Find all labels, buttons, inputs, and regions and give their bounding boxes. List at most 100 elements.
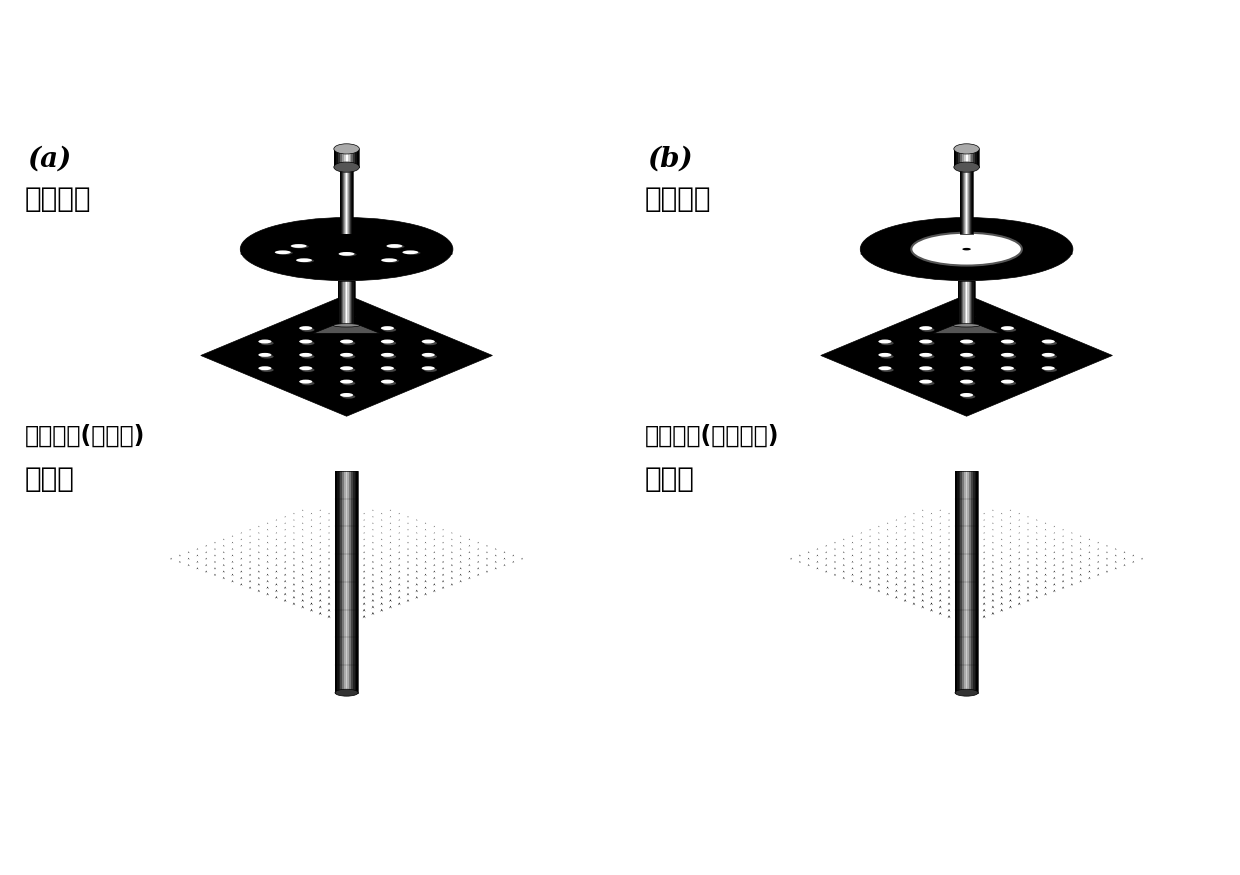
Polygon shape <box>913 551 915 553</box>
Polygon shape <box>443 529 444 530</box>
Polygon shape <box>441 574 444 576</box>
Polygon shape <box>825 570 827 573</box>
Polygon shape <box>310 603 312 606</box>
Polygon shape <box>267 555 269 556</box>
Ellipse shape <box>962 341 976 345</box>
Polygon shape <box>329 526 330 528</box>
Polygon shape <box>314 326 379 333</box>
Ellipse shape <box>1042 353 1055 357</box>
Bar <box>954 149 956 167</box>
Polygon shape <box>258 590 260 592</box>
Polygon shape <box>329 519 330 521</box>
Bar <box>963 281 965 326</box>
Polygon shape <box>215 561 216 563</box>
Polygon shape <box>337 542 339 543</box>
Bar <box>339 281 340 326</box>
Ellipse shape <box>1042 367 1055 370</box>
Polygon shape <box>372 606 374 609</box>
Polygon shape <box>187 564 190 566</box>
Polygon shape <box>417 526 418 528</box>
Polygon shape <box>816 567 818 570</box>
Polygon shape <box>913 557 915 560</box>
Polygon shape <box>337 567 339 570</box>
Bar <box>345 281 346 326</box>
Polygon shape <box>1080 580 1081 583</box>
Ellipse shape <box>342 328 356 332</box>
Polygon shape <box>469 539 470 540</box>
Polygon shape <box>1097 555 1099 556</box>
Polygon shape <box>921 542 924 543</box>
Polygon shape <box>1054 545 1055 547</box>
Polygon shape <box>381 603 383 606</box>
Polygon shape <box>232 555 233 556</box>
Polygon shape <box>187 551 190 553</box>
Polygon shape <box>992 548 993 550</box>
Ellipse shape <box>383 368 396 372</box>
Bar <box>350 281 351 326</box>
Polygon shape <box>939 561 941 563</box>
Polygon shape <box>346 519 347 521</box>
Polygon shape <box>965 596 968 598</box>
Polygon shape <box>878 526 879 528</box>
Polygon shape <box>346 532 347 534</box>
Polygon shape <box>372 561 374 563</box>
Bar <box>959 471 960 693</box>
Ellipse shape <box>919 326 932 330</box>
Polygon shape <box>355 509 356 511</box>
Bar <box>955 471 957 693</box>
Bar <box>967 281 968 326</box>
Bar <box>960 281 961 326</box>
Polygon shape <box>1009 555 1012 556</box>
Polygon shape <box>303 516 304 518</box>
Polygon shape <box>1018 519 1021 521</box>
Polygon shape <box>869 536 870 537</box>
Polygon shape <box>301 599 304 602</box>
Polygon shape <box>469 564 470 566</box>
Polygon shape <box>512 555 515 556</box>
Bar <box>353 281 355 326</box>
Polygon shape <box>443 555 444 556</box>
Polygon shape <box>363 519 365 521</box>
Ellipse shape <box>342 382 356 385</box>
Polygon shape <box>904 548 906 550</box>
Bar <box>971 471 973 693</box>
Polygon shape <box>329 564 330 566</box>
Polygon shape <box>1001 545 1002 547</box>
Bar <box>954 149 980 167</box>
Polygon shape <box>947 590 950 592</box>
Polygon shape <box>913 545 915 547</box>
Polygon shape <box>398 557 401 560</box>
Polygon shape <box>258 526 259 528</box>
Polygon shape <box>904 593 906 596</box>
Polygon shape <box>267 542 268 543</box>
Polygon shape <box>878 584 880 586</box>
Polygon shape <box>451 539 453 540</box>
Polygon shape <box>1009 606 1012 609</box>
Polygon shape <box>1054 526 1055 528</box>
Polygon shape <box>425 529 427 530</box>
Polygon shape <box>363 590 366 592</box>
Polygon shape <box>398 596 401 598</box>
Ellipse shape <box>342 341 356 345</box>
Polygon shape <box>1009 567 1012 570</box>
Ellipse shape <box>1001 367 1014 370</box>
Polygon shape <box>249 586 252 589</box>
Bar <box>961 281 962 326</box>
Polygon shape <box>1097 574 1100 576</box>
Polygon shape <box>407 586 409 589</box>
Polygon shape <box>947 584 950 586</box>
Ellipse shape <box>1001 353 1014 357</box>
Ellipse shape <box>911 233 1022 266</box>
Bar <box>971 149 973 167</box>
Polygon shape <box>878 545 879 547</box>
Polygon shape <box>301 593 304 596</box>
Polygon shape <box>381 570 383 573</box>
Polygon shape <box>311 539 312 540</box>
Ellipse shape <box>960 353 973 357</box>
Ellipse shape <box>381 340 394 344</box>
Polygon shape <box>284 548 286 550</box>
Polygon shape <box>940 529 941 530</box>
Polygon shape <box>992 529 993 530</box>
Polygon shape <box>1018 532 1021 534</box>
Ellipse shape <box>301 382 315 385</box>
